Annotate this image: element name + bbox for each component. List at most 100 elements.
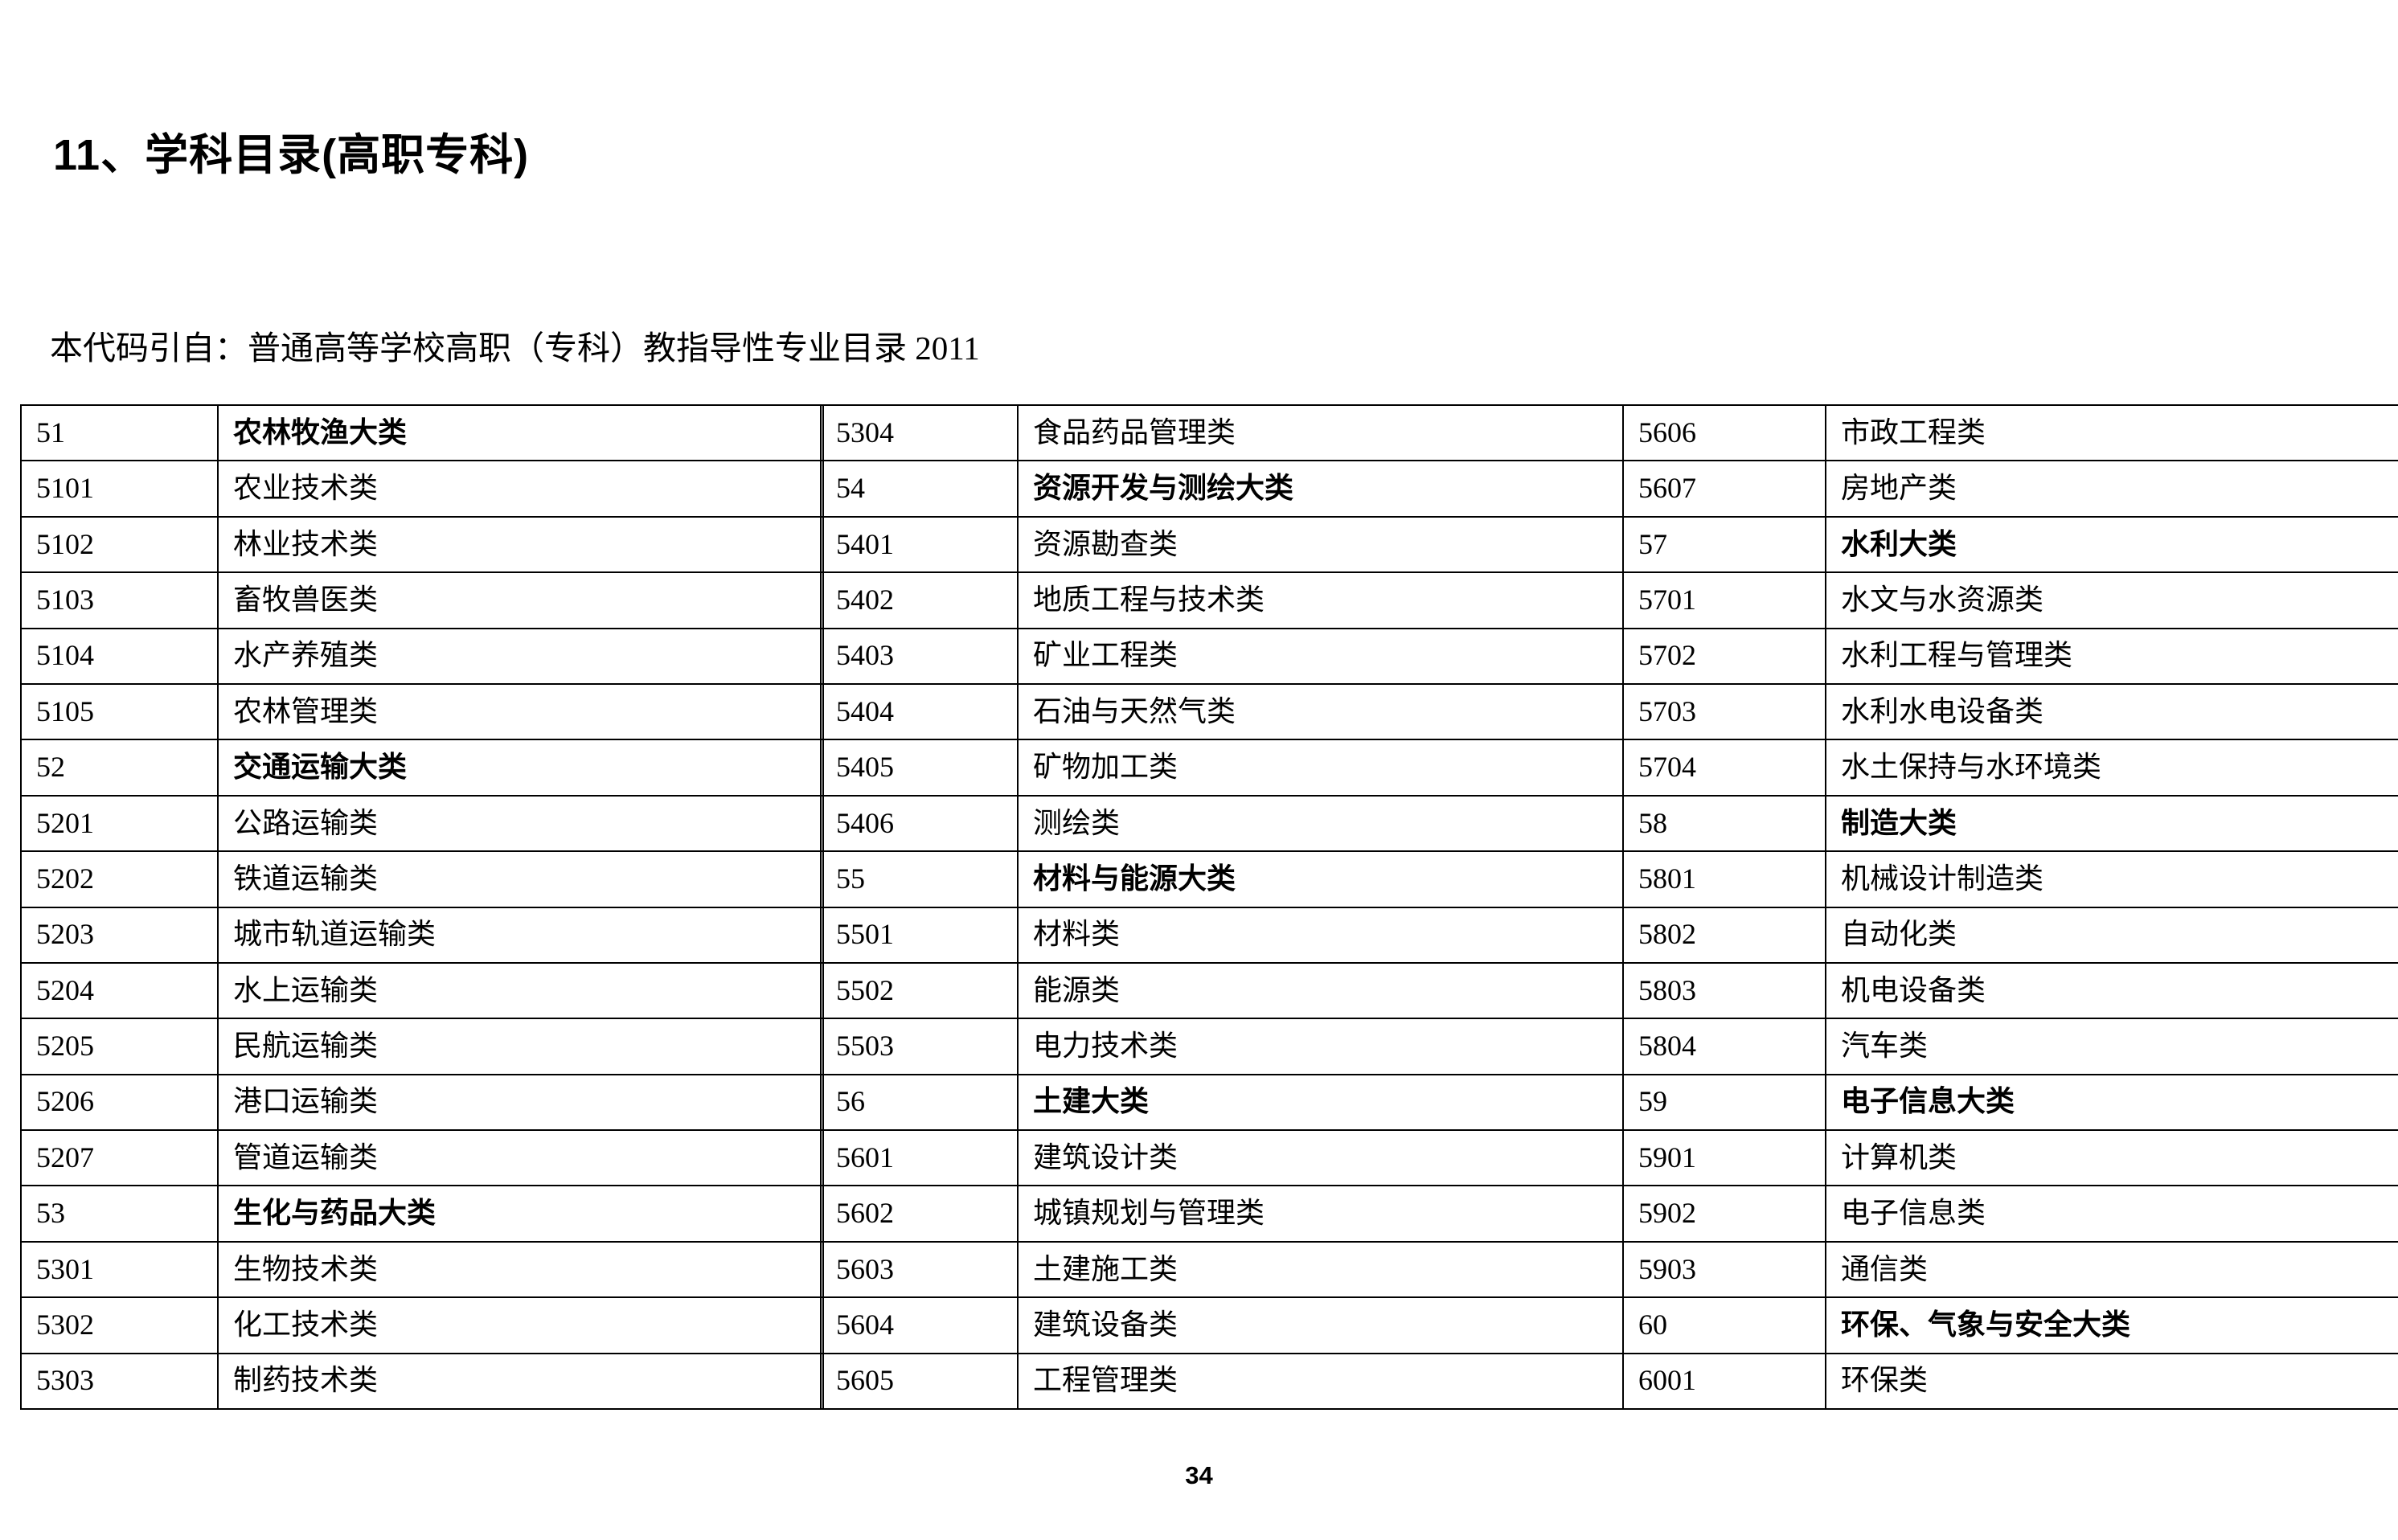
table-row: 5203 城市轨道运输类 — [20, 906, 824, 964]
discipline-code-cell: 5701 — [1622, 571, 1826, 629]
discipline-code-cell: 5702 — [1622, 627, 1826, 685]
discipline-name-cell: 生物技术类 — [217, 1240, 824, 1299]
table-3-body: 5606 市政工程类 5607 房地产类 57 水利大类 5701 水文与水资源类 5702 水利… — [1622, 403, 2398, 1411]
table-row: 5401 资源勘查类 — [820, 515, 1624, 574]
discipline-category-name-cell: 水利大类 — [1825, 515, 2398, 574]
table-2-body: 5304 食品药品管理类 54 资源开发与测绘大类 5401 资源勘查类 5402 地质工程与… — [820, 403, 1624, 1411]
discipline-name-cell: 公路运输类 — [217, 794, 824, 853]
discipline-code-cell: 5704 — [1622, 739, 1826, 797]
discipline-code-cell: 51 — [20, 403, 219, 462]
discipline-code-cell: 5801 — [1622, 850, 1826, 908]
discipline-name-cell: 资源勘查类 — [1017, 515, 1624, 574]
discipline-code-cell: 5204 — [20, 961, 219, 1020]
table-row: 5901 计算机类 — [1622, 1129, 2398, 1187]
table-row: 5603 土建施工类 — [820, 1240, 1624, 1299]
discipline-code-cell: 5605 — [820, 1352, 1019, 1411]
discipline-code-cell: 60 — [1622, 1296, 1826, 1354]
table-row: 5701 水文与水资源类 — [1622, 571, 2398, 629]
table-row: 5704 水土保持与水环境类 — [1622, 739, 2398, 797]
document-source-note: 本代码引自：普通高等学校高职（专科）教指导性专业目录 2011 — [50, 330, 980, 367]
discipline-category-name-cell: 材料与能源大类 — [1017, 850, 1624, 908]
discipline-name-cell: 水利工程与管理类 — [1825, 627, 2398, 685]
discipline-category-name-cell: 环保、气象与安全大类 — [1825, 1296, 2398, 1354]
discipline-name-cell: 土建施工类 — [1017, 1240, 1624, 1299]
discipline-code-cell: 5903 — [1622, 1240, 1826, 1299]
discipline-code-cell: 5103 — [20, 571, 219, 629]
discipline-code-cell: 5404 — [820, 682, 1019, 741]
table-row: 5204 水上运输类 — [20, 961, 824, 1020]
table-row: 53 生化与药品大类 — [20, 1185, 824, 1243]
discipline-name-cell: 机电设备类 — [1825, 961, 2398, 1020]
discipline-code-cell: 5203 — [20, 906, 219, 964]
discipline-name-cell: 矿物加工类 — [1017, 739, 1624, 797]
discipline-code-cell: 5607 — [1622, 460, 1826, 518]
discipline-name-cell: 机械设计制造类 — [1825, 850, 2398, 908]
discipline-name-cell: 林业技术类 — [217, 515, 824, 574]
discipline-code-cell: 5802 — [1622, 906, 1826, 964]
table-row: 57 水利大类 — [1622, 515, 2398, 574]
discipline-code-cell: 54 — [820, 460, 1019, 518]
discipline-code-cell: 5406 — [820, 794, 1019, 853]
table-row: 5607 房地产类 — [1622, 460, 2398, 518]
table-row: 5803 机电设备类 — [1622, 961, 2398, 1020]
table-row: 5606 市政工程类 — [1622, 403, 2398, 462]
table-row: 5202 铁道运输类 — [20, 850, 824, 908]
table-row: 5101 农业技术类 — [20, 460, 824, 518]
discipline-code-cell: 5302 — [20, 1296, 219, 1354]
discipline-code-cell: 5207 — [20, 1129, 219, 1187]
page-title: 11、学科目录(高职专科) — [53, 131, 530, 180]
table-row: 5104 水产养殖类 — [20, 627, 824, 685]
table-row: 6001 环保类 — [1622, 1352, 2398, 1411]
table-row: 5301 生物技术类 — [20, 1240, 824, 1299]
table-row: 5602 城镇规划与管理类 — [820, 1185, 1624, 1243]
discipline-name-cell: 市政工程类 — [1825, 403, 2398, 462]
discipline-code-cell: 57 — [1622, 515, 1826, 574]
table-row: 5405 矿物加工类 — [820, 739, 1624, 797]
table-row: 5303 制药技术类 — [20, 1352, 824, 1411]
table-row: 5302 化工技术类 — [20, 1296, 824, 1354]
table-row: 5502 能源类 — [820, 961, 1624, 1020]
discipline-code-cell: 5102 — [20, 515, 219, 574]
discipline-name-cell: 计算机类 — [1825, 1129, 2398, 1187]
discipline-name-cell: 制药技术类 — [217, 1352, 824, 1411]
table-row: 5501 材料类 — [820, 906, 1624, 964]
discipline-code-cell: 5405 — [820, 739, 1019, 797]
table-row: 5404 石油与天然气类 — [820, 682, 1624, 741]
discipline-name-cell: 汽车类 — [1825, 1018, 2398, 1075]
discipline-code-cell: 5301 — [20, 1240, 219, 1299]
table-row: 5207 管道运输类 — [20, 1129, 824, 1187]
table-row: 5403 矿业工程类 — [820, 627, 1624, 685]
discipline-category-name-cell: 制造大类 — [1825, 794, 2398, 853]
discipline-code-cell: 56 — [820, 1073, 1019, 1132]
table-row: 5703 水利水电设备类 — [1622, 682, 2398, 741]
table-row: 5402 地质工程与技术类 — [820, 571, 1624, 629]
discipline-code-cell: 5603 — [820, 1240, 1019, 1299]
discipline-name-cell: 矿业工程类 — [1017, 627, 1624, 685]
discipline-code-cell: 5201 — [20, 794, 219, 853]
table-row: 5804 汽车类 — [1622, 1018, 2398, 1075]
discipline-name-cell: 城镇规划与管理类 — [1017, 1185, 1624, 1243]
table-row: 56 土建大类 — [820, 1073, 1624, 1132]
discipline-name-cell: 水利水电设备类 — [1825, 682, 2398, 741]
discipline-name-cell: 农林管理类 — [217, 682, 824, 741]
discipline-code-cell: 5401 — [820, 515, 1019, 574]
discipline-name-cell: 水土保持与水环境类 — [1825, 739, 2398, 797]
discipline-name-cell: 管道运输类 — [217, 1129, 824, 1187]
discipline-code-cell: 5403 — [820, 627, 1019, 685]
table-row: 5201 公路运输类 — [20, 794, 824, 853]
discipline-name-cell: 地质工程与技术类 — [1017, 571, 1624, 629]
page-number: 34 — [1185, 1461, 1213, 1489]
discipline-code-cell: 53 — [20, 1185, 219, 1243]
discipline-code-cell: 5304 — [820, 403, 1019, 462]
discipline-code-cell: 5104 — [20, 627, 219, 685]
discipline-code-cell: 59 — [1622, 1073, 1826, 1132]
discipline-code-cell: 6001 — [1622, 1352, 1826, 1411]
discipline-category-name-cell: 资源开发与测绘大类 — [1017, 460, 1624, 518]
discipline-code-cell: 52 — [20, 739, 219, 797]
table-row: 55 材料与能源大类 — [820, 850, 1624, 908]
discipline-name-cell: 建筑设计类 — [1017, 1129, 1624, 1187]
table-row: 5604 建筑设备类 — [820, 1296, 1624, 1354]
table-row: 58 制造大类 — [1622, 794, 2398, 853]
table-row: 54 资源开发与测绘大类 — [820, 460, 1624, 518]
table-row: 5902 电子信息类 — [1622, 1185, 2398, 1243]
